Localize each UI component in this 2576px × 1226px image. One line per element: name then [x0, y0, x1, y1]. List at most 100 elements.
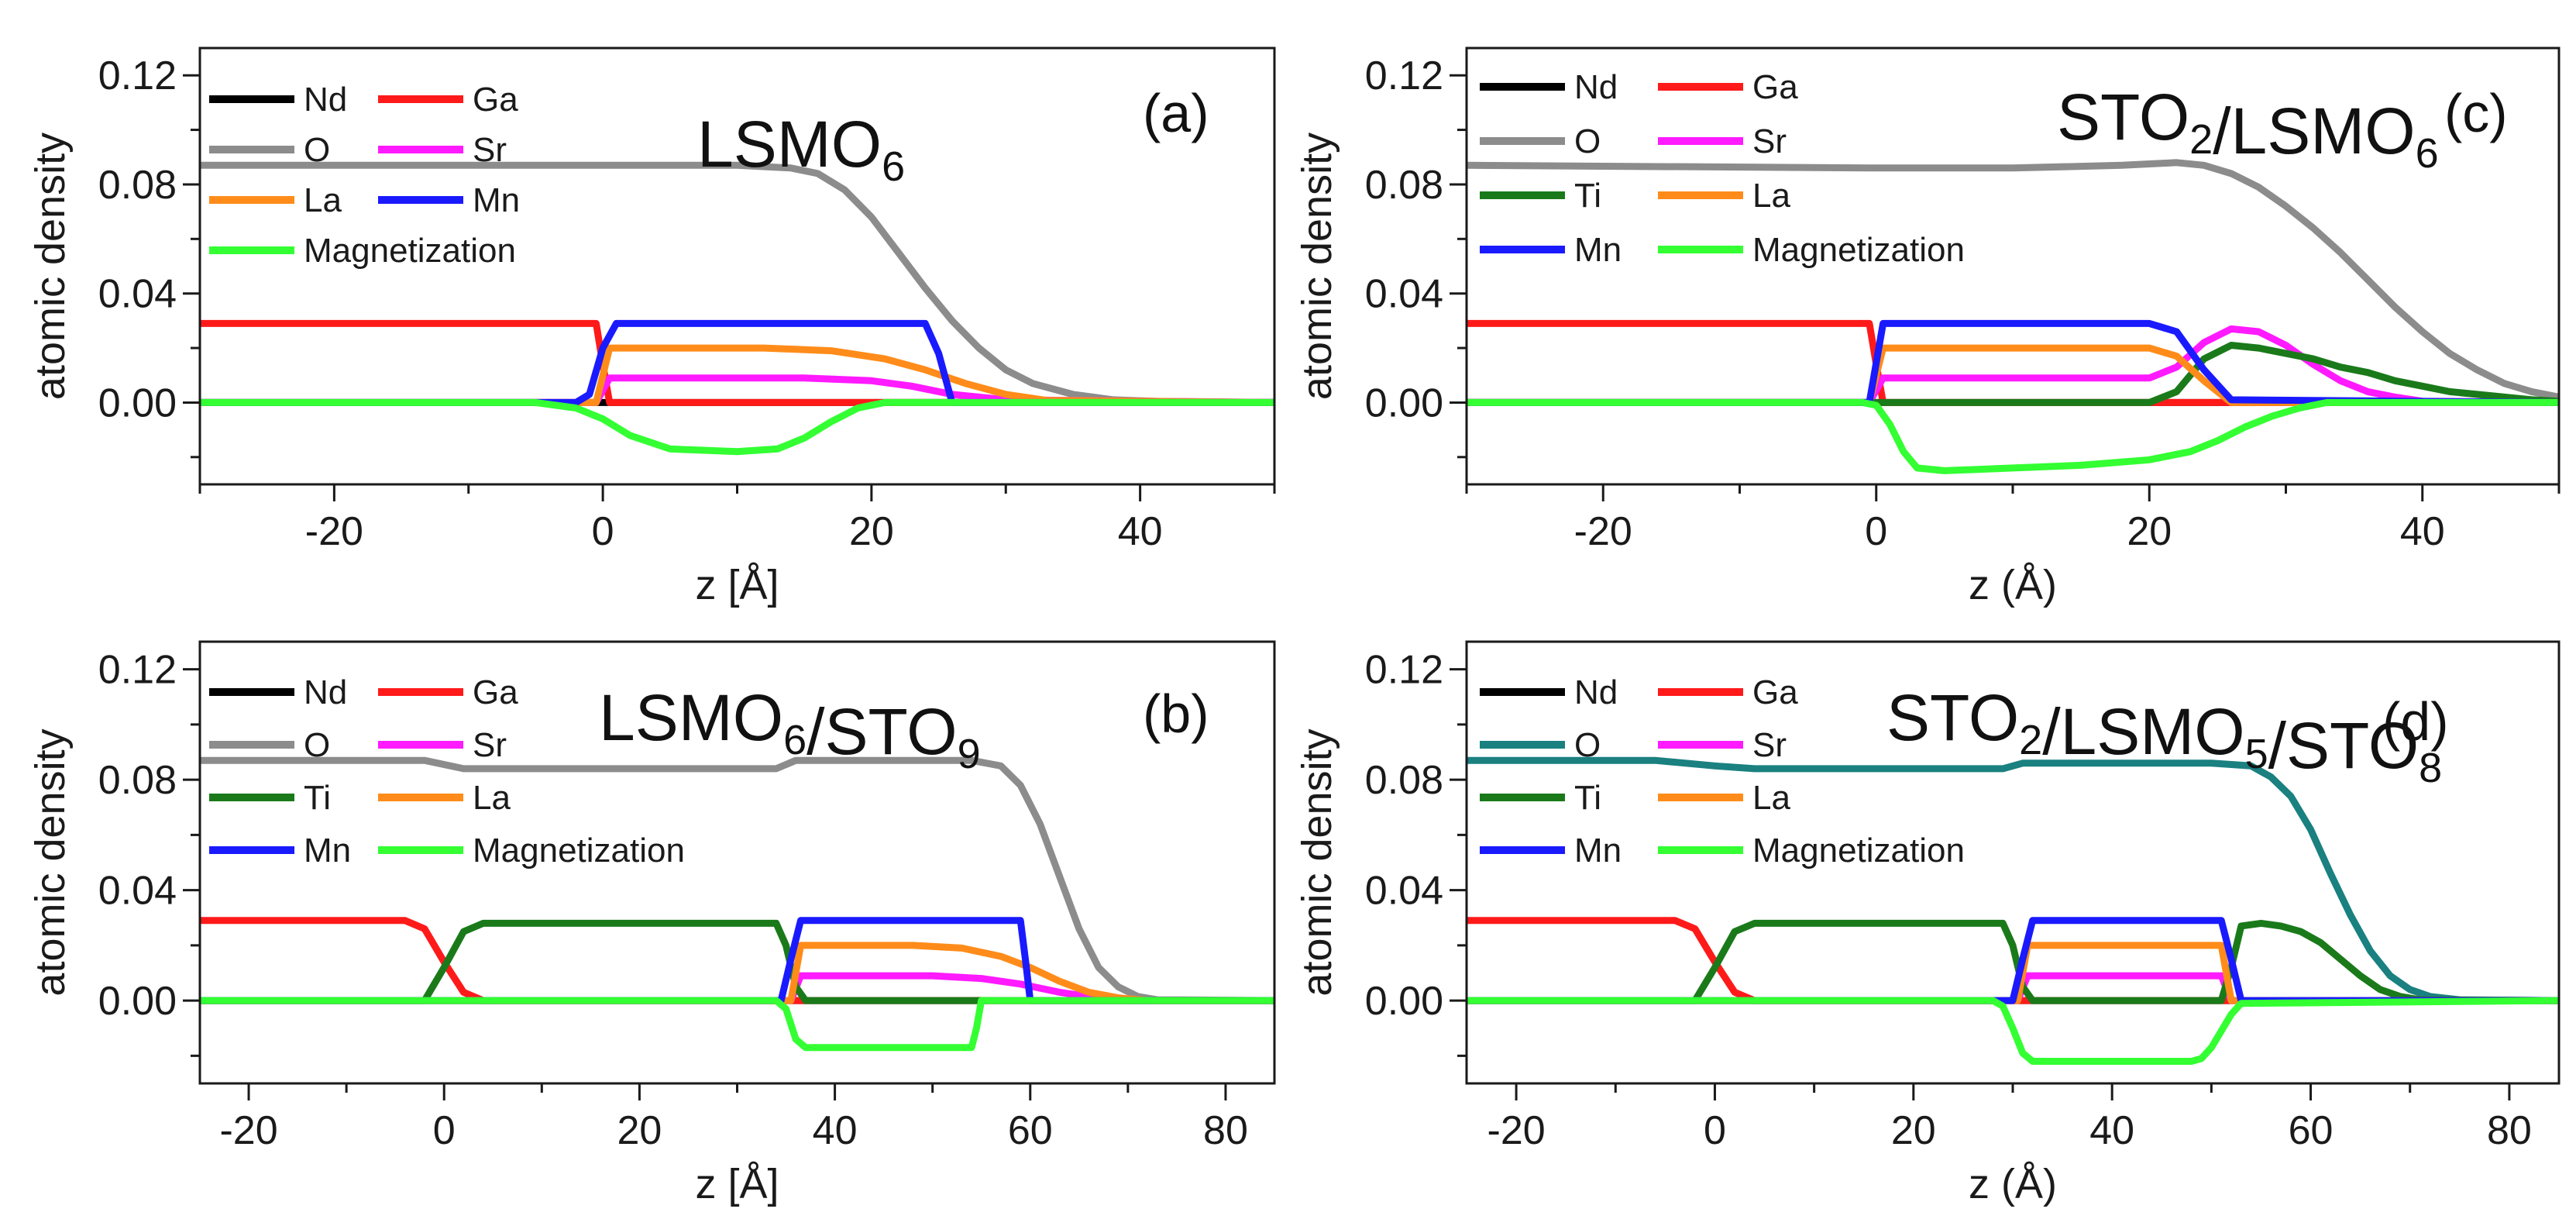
legend-label-sr: Sr	[1752, 122, 1787, 160]
x-tick-label: -20	[1574, 509, 1632, 554]
panel-a: -20 0 20 40 0.00 0.04 0.08 0.12 z [Å] atomic dens…	[27, 46, 1276, 608]
y-tick-label: 0.00	[98, 979, 177, 1024]
y-tick-label: 0.00	[1365, 381, 1443, 425]
series-ga-line	[200, 319, 1274, 406]
panel-title: LSMO6/STO9	[599, 681, 981, 777]
y-tick-label: 0.00	[1365, 979, 1443, 1024]
series-mn-line	[200, 917, 1274, 1004]
series-magnetization-line	[200, 997, 1274, 1052]
title-text: /STO	[2268, 709, 2420, 782]
x-tick-label: -20	[219, 1108, 277, 1153]
y-tick-label: 0.08	[1365, 758, 1443, 803]
panel-tag: (c)	[2444, 83, 2508, 143]
legend-label-sr: Sr	[1752, 726, 1787, 764]
x-tick-label: 40	[2089, 1108, 2134, 1153]
series-o-line	[1467, 756, 2559, 1004]
legend-label-o: O	[304, 726, 330, 764]
series-magnetization-line	[1467, 997, 2559, 1065]
y-tick-label: 0.12	[1365, 53, 1443, 98]
title-subscript: 6	[882, 143, 905, 190]
y-tick-label: 0.12	[1365, 648, 1443, 693]
legend-label-mn: Mn	[304, 832, 351, 870]
y-tick-label: 0.08	[1365, 163, 1443, 208]
title-subscript: 8	[2419, 745, 2442, 791]
legend-label-ti: Ti	[1574, 177, 1601, 215]
panel-tag: (d)	[2382, 691, 2449, 752]
legend: Nd Ga O Sr Ti La Mn Magnetization	[209, 673, 685, 870]
title-text: /LSMO	[2213, 95, 2415, 167]
title-text: /LSMO	[2042, 695, 2244, 768]
x-tick-label: 0	[1865, 509, 1887, 554]
legend-label-magnetization: Magnetization	[1752, 832, 1965, 870]
x-axis-title: z (Å)	[1969, 1161, 2057, 1207]
series-sr-line	[1467, 325, 2559, 406]
title-text: LSMO	[697, 108, 882, 181]
legend-label-nd: Nd	[304, 673, 347, 711]
series-ga-line	[200, 917, 1274, 1004]
panel-tag: (a)	[1143, 83, 1209, 143]
series-ti-line	[200, 919, 1274, 1004]
y-tick-label: 0.08	[98, 758, 177, 803]
y-tick-label: 0.04	[1365, 272, 1443, 317]
title-text: STO	[2057, 81, 2189, 153]
legend-label-ga: Ga	[473, 673, 518, 711]
series-la-line	[200, 942, 1274, 1004]
y-axis-title: atomic density	[1294, 728, 1340, 996]
legend-label-nd: Nd	[1574, 68, 1618, 106]
x-axis-title: z [Å]	[695, 562, 779, 608]
legend-label-ga: Ga	[1752, 673, 1798, 711]
title-subscript: 2	[2019, 717, 2042, 763]
legend-label-magnetization: Magnetization	[1752, 231, 1965, 269]
title-subscript: 2	[2189, 116, 2213, 163]
panel-title: LSMO6	[697, 108, 905, 190]
panel-c: -20 0 20 40 0.00 0.04 0.08 0.12 z (Å) atomic dens…	[1294, 46, 2561, 608]
legend-label-la: La	[1752, 779, 1790, 817]
series-la-line	[200, 344, 1274, 406]
legend-label-o: O	[304, 131, 330, 169]
legend-label-nd: Nd	[304, 81, 347, 119]
y-tick-label: 0.12	[98, 53, 177, 98]
series-mn-line	[1467, 917, 2559, 1004]
y-tick-label: 0.08	[98, 163, 177, 208]
panel-tag: (b)	[1143, 684, 1209, 744]
x-tick-label: 40	[1118, 509, 1163, 554]
legend-label-mn: Mn	[1574, 832, 1622, 870]
x-tick-label: 40	[2400, 509, 2445, 554]
legend-label-sr: Sr	[473, 131, 507, 169]
title-text: /STO	[807, 695, 958, 768]
y-axis-title: atomic density	[1294, 133, 1340, 400]
title-subscript: 5	[2245, 731, 2268, 777]
y-tick-label: 0.12	[98, 648, 177, 693]
series-mn-line	[200, 319, 1274, 406]
x-tick-label: 0	[1704, 1108, 1726, 1153]
legend-label-ti: Ti	[1574, 779, 1601, 817]
x-tick-label: 80	[2487, 1108, 2532, 1153]
series-magnetization-line	[1467, 398, 2559, 474]
legend-label-mn: Mn	[473, 181, 520, 219]
title-text: STO	[1886, 681, 2019, 754]
series-ga-line	[1467, 319, 2559, 406]
y-tick-label: 0.00	[98, 381, 177, 425]
series-o-line	[200, 161, 1274, 406]
y-axis-title: atomic density	[27, 133, 74, 400]
legend-label-ga: Ga	[1752, 68, 1798, 106]
x-axis-title: z [Å]	[695, 1161, 779, 1207]
series-mn-line	[1467, 319, 2559, 406]
legend: Nd Ga O Sr Ti La Mn Magnetization	[1480, 673, 1965, 870]
x-axis-title: z (Å)	[1969, 562, 2057, 608]
legend-label-o: O	[1574, 726, 1601, 764]
series-magnetization-line	[200, 398, 1274, 456]
legend-label-la: La	[473, 779, 511, 817]
y-axis-title: atomic density	[27, 728, 74, 996]
title-subscript: 6	[2416, 130, 2439, 177]
y-tick-label: 0.04	[98, 272, 177, 317]
legend-label-la: La	[1752, 177, 1790, 215]
panel-title: STO2/LSMO6	[2057, 81, 2439, 177]
series-ti-line	[1467, 919, 2559, 1004]
legend-label-nd: Nd	[1574, 673, 1618, 711]
title-subscript: 9	[958, 731, 981, 777]
series-group	[200, 756, 1274, 1052]
legend-label-sr: Sr	[473, 726, 507, 764]
legend-label-ti: Ti	[304, 779, 331, 817]
panel-b: -20 0 20 40 60 80 0.00 0.04 0.08 0.12 z [Å] atomic …	[27, 640, 1276, 1207]
